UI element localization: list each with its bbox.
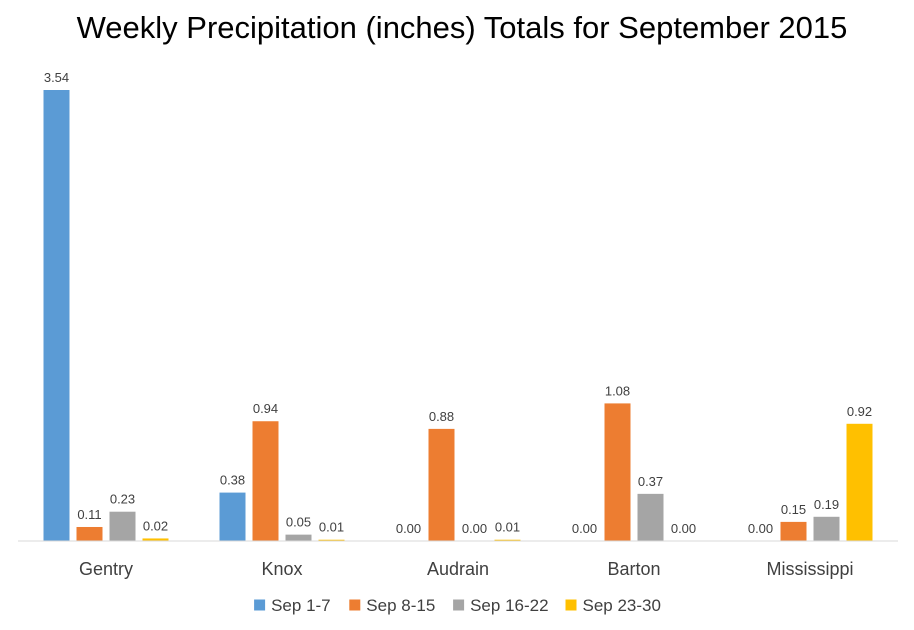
legend-label-series-2: Sep 8-15 [366,596,435,615]
category-label-barton: Barton [607,559,660,579]
bar-gentry-series-3 [109,511,136,541]
chart-title: Weekly Precipitation (inches) Totals for… [77,10,848,45]
category-label-audrain: Audrain [427,559,489,579]
bar-gentry-series-2 [76,526,103,541]
data-label-audrain-series-3: 0.00 [462,521,487,536]
bar-knox-series-2 [252,421,279,541]
data-label-gentry-series-3: 0.23 [110,492,135,507]
category-label-gentry: Gentry [79,559,133,579]
bar-gentry-series-1 [43,90,70,541]
data-label-mississippi-series-1: 0.00 [748,521,773,536]
data-label-gentry-series-1: 3.54 [44,70,69,85]
data-label-mississippi-series-4: 0.92 [847,404,872,419]
data-label-barton-series-1: 0.00 [572,521,597,536]
data-label-gentry-series-4: 0.02 [143,518,168,533]
data-label-audrain-series-4: 0.01 [495,520,520,535]
bar-audrain-series-4 [494,539,521,541]
category-label-mississippi: Mississippi [766,559,853,579]
legend: Sep 1-7 Sep 8-15 Sep 16-22 Sep 23-30 [254,596,661,615]
legend-swatch-series-4 [565,599,577,611]
data-label-mississippi-series-3: 0.19 [814,497,839,512]
bar-audrain-series-2 [428,428,455,541]
bar-mississippi-series-4 [846,423,873,541]
data-label-audrain-series-1: 0.00 [396,521,421,536]
data-label-gentry-series-2: 0.11 [77,507,101,522]
data-label-knox-series-4: 0.01 [319,520,344,535]
data-label-audrain-series-2: 0.88 [429,409,454,424]
data-label-barton-series-4: 0.00 [671,521,696,536]
data-label-mississippi-series-2: 0.15 [781,502,806,517]
bar-barton-series-3 [637,493,664,541]
category-label-knox: Knox [261,559,302,579]
legend-swatch-series-1 [254,599,266,611]
category-labels: Gentry Knox Audrain Barton Mississippi [79,559,854,579]
bar-mississippi-series-2 [780,521,807,541]
bars-layer [43,90,873,541]
data-label-knox-series-1: 0.38 [220,473,245,488]
bar-knox-series-3 [285,534,312,541]
data-label-knox-series-3: 0.05 [286,515,311,530]
data-label-barton-series-2: 1.08 [605,383,630,398]
bar-barton-series-2 [604,403,631,541]
legend-swatch-series-2 [349,599,361,611]
data-label-barton-series-3: 0.37 [638,474,663,489]
data-labels-layer: 3.54 0.11 0.23 0.02 0.38 0.94 0.05 0.01 0.00 0.88… [44,70,872,536]
bar-knox-series-1 [219,492,246,541]
bar-mississippi-series-3 [813,516,840,541]
legend-swatch-series-3 [453,599,465,611]
legend-label-series-1: Sep 1-7 [271,596,331,615]
legend-label-series-3: Sep 16-22 [470,596,548,615]
legend-label-series-4: Sep 23-30 [583,596,661,615]
bar-knox-series-4 [318,539,345,541]
data-label-knox-series-2: 0.94 [253,401,278,416]
bar-gentry-series-4 [142,538,169,541]
